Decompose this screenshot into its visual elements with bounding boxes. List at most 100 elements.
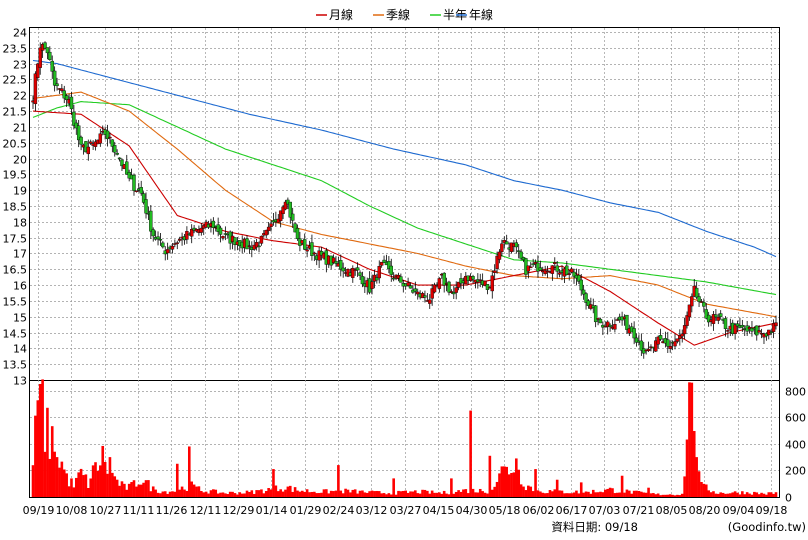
volume-bar (695, 457, 698, 497)
volume-bar (74, 477, 78, 497)
candle-up (175, 242, 179, 244)
price-tick-label: 22 (13, 90, 27, 103)
legend-label: 月線 (329, 7, 353, 22)
price-tick-label: 18 (13, 217, 27, 230)
date-tick-label: 07/03 (589, 504, 621, 517)
date-axis-ticks: 09/19 10/08 10/27 11/11 11/26 12/11 12/29 01/14… (23, 504, 788, 517)
candle-up (483, 280, 487, 286)
volume-bar (144, 480, 148, 497)
volume-bar (89, 478, 93, 497)
candle-down (714, 314, 718, 318)
candle-up (456, 281, 461, 288)
volume-bar (197, 486, 201, 497)
candle-down (399, 276, 403, 283)
volume-bar (762, 493, 766, 497)
date-tick-label: 07/21 (623, 504, 655, 517)
volume-bar (452, 493, 456, 497)
volume-bar (130, 482, 133, 497)
candle-down (581, 289, 586, 295)
candle-down (565, 265, 569, 275)
volume-bar (183, 489, 186, 497)
candle-up (269, 223, 273, 227)
volume-bar (409, 491, 412, 497)
volume-bar (488, 455, 492, 497)
volume-bar (656, 493, 660, 497)
candle-up (173, 243, 177, 245)
candle-up (646, 348, 651, 351)
candle-down (151, 229, 155, 237)
volume-bar (606, 488, 609, 497)
volume-bar (620, 475, 624, 497)
volume-bar (320, 492, 323, 497)
volume-bar (399, 491, 403, 497)
candle-down (141, 193, 146, 203)
volume-bar (596, 492, 600, 497)
candle-up (596, 318, 600, 320)
candle-up (432, 284, 437, 293)
volume-bar (151, 486, 155, 497)
volume-tick-label: 800 (785, 386, 806, 399)
volume-bar (731, 492, 735, 497)
volume-bar (447, 494, 451, 497)
volume-bar (72, 487, 76, 497)
volume-bar (325, 489, 328, 497)
date-tick-label: 11/26 (156, 504, 188, 517)
volume-bar (233, 493, 237, 497)
volume-bar (435, 492, 439, 497)
volume-bar (178, 489, 181, 497)
volume-bar (767, 492, 771, 497)
candle-down (79, 136, 83, 145)
volume-bar (161, 491, 165, 497)
candle-up (687, 304, 692, 318)
volume-bar (478, 488, 482, 497)
volume-bar (445, 493, 448, 497)
volume-bar (587, 491, 590, 497)
candle-down (584, 293, 588, 303)
volume-bar (692, 431, 696, 497)
candle-down (62, 90, 66, 99)
candle-down (442, 272, 446, 286)
candle-up (526, 265, 531, 272)
price-tick-label: 19 (13, 185, 27, 198)
candle-down (105, 130, 110, 140)
candle-down (389, 265, 393, 275)
volume-bar (666, 494, 670, 497)
volume-bar (642, 492, 646, 497)
volume-bar (36, 400, 40, 497)
candle-up (351, 267, 355, 278)
candle-down (408, 285, 413, 289)
legend-label: 季線 (386, 7, 410, 22)
volume-bar (67, 486, 71, 497)
volume-bar (462, 489, 465, 497)
volume-bar (226, 494, 230, 497)
volume-bar (377, 491, 381, 497)
volume-bar (404, 490, 408, 497)
candle-down (375, 277, 379, 281)
volume-bar (279, 489, 282, 497)
volume-bar (502, 466, 506, 497)
date-tick-label: 09/19 (23, 504, 55, 517)
candle-down (423, 295, 427, 298)
price-tick-label: 14 (13, 343, 27, 356)
volume-bar (608, 487, 612, 497)
volume-bar (125, 489, 129, 497)
candle-up (567, 273, 571, 275)
volume-bar (103, 461, 107, 497)
volume-bar (524, 490, 528, 497)
volume-bar (216, 493, 220, 497)
volume-bar (351, 489, 355, 497)
candle-down (514, 242, 519, 248)
candle-up (331, 257, 336, 263)
price-tick-label: 17.5 (3, 233, 28, 246)
volume-bar (322, 489, 326, 497)
volume-bar (132, 480, 136, 497)
candle-up (199, 227, 204, 233)
volume-bar (190, 481, 193, 497)
candle-down (750, 327, 754, 332)
volume-bar (34, 415, 37, 497)
volume-bar (142, 482, 145, 497)
volume-bar (671, 494, 674, 497)
volume-bar (159, 493, 162, 497)
moving-average-lines (32, 59, 777, 346)
volume-bar (341, 493, 345, 497)
